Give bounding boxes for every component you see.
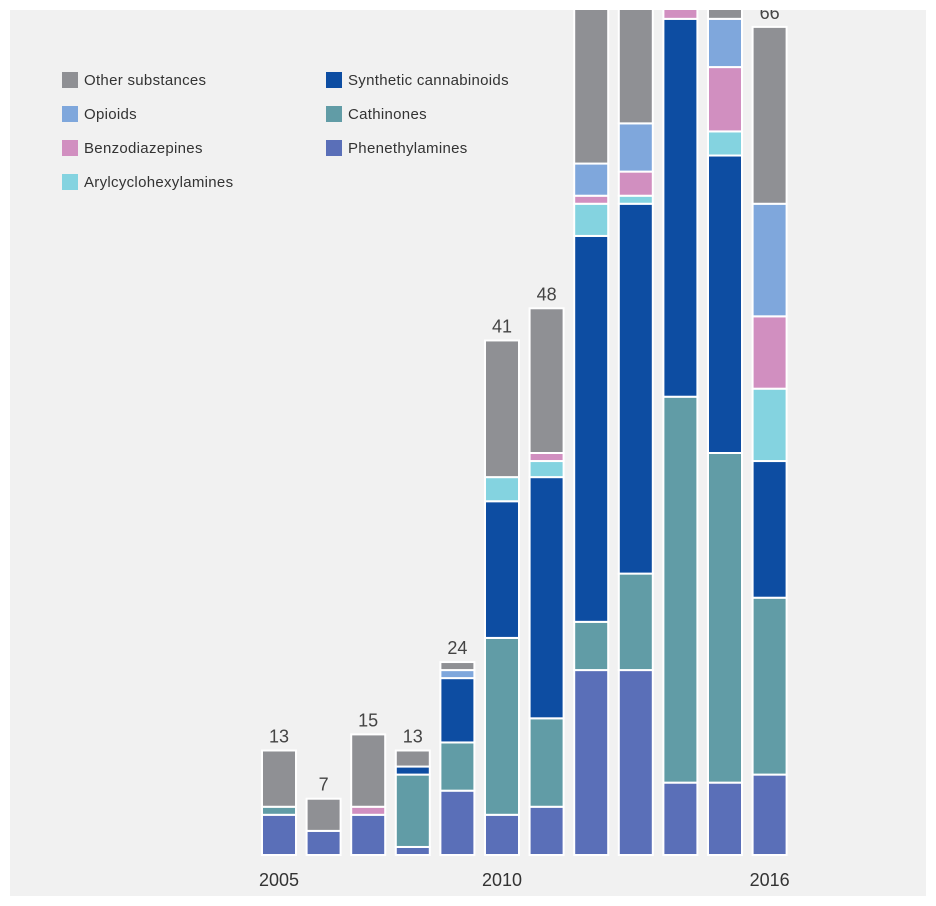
stacked-bar-chart: 132005715132441201048748110198662016: [259, 10, 790, 890]
bar-segment-2015-cathinones: [707, 452, 743, 784]
bar-segment-2013-arylcyclohexylamines: [617, 194, 654, 205]
bar-segment-2016-arylcyclohexylamines: [751, 387, 788, 463]
bar-segment-2013-benzodiazepines: [617, 170, 654, 197]
bar-total-label-2006: 7: [319, 775, 329, 795]
legend-swatch: [62, 106, 78, 122]
bar-segment-2006-phenethylamines: [305, 829, 342, 857]
legend-label: Opioids: [84, 105, 137, 123]
bar-segment-2016-other-substances: [751, 25, 788, 205]
bar-segment-2008-cathinones: [394, 773, 431, 848]
legend-label: Other substances: [84, 71, 207, 89]
bar-segment-2005-other-substances: [261, 749, 297, 808]
legend-swatch: [62, 72, 78, 88]
bar-segment-2010-cathinones: [484, 636, 520, 816]
bar-segment-2011-arylcyclohexylamines: [528, 460, 565, 479]
bar-total-label-2011: 48: [537, 284, 557, 304]
bar-segment-2006-other-substances: [305, 797, 342, 832]
bar-segment-2008-synthetic-cannabinoids: [394, 765, 431, 776]
bar-segment-2014-phenethylamines: [662, 781, 699, 857]
bar-segment-2015-arylcyclohexylamines: [707, 130, 743, 157]
bar-segment-2012-benzodiazepines: [573, 194, 610, 205]
legend-label: Benzodiazepines: [84, 139, 203, 157]
bar-segment-2007-other-substances: [350, 733, 387, 808]
bar-segment-2011-cathinones: [528, 717, 565, 808]
bar-segment-2011-phenethylamines: [528, 805, 565, 857]
bar-segment-2014-synthetic-cannabinoids: [662, 17, 699, 398]
bar-segment-2009-opioids: [439, 669, 476, 680]
bar-segment-2010-phenethylamines: [484, 813, 520, 856]
bar-total-label-2005: 13: [269, 726, 289, 746]
bar-segment-2016-opioids: [751, 202, 788, 318]
legend-swatch: [62, 140, 78, 156]
bar-segment-2012-cathinones: [573, 620, 610, 672]
bar-segment-2009-synthetic-cannabinoids: [439, 677, 476, 744]
bar-segment-2011-benzodiazepines: [528, 452, 565, 463]
bar-segment-2016-benzodiazepines: [751, 315, 788, 390]
bar-segment-2015-synthetic-cannabinoids: [707, 154, 743, 455]
bar-segment-2010-arylcyclohexylamines: [484, 476, 520, 503]
bar-segment-2005-cathinones: [261, 805, 297, 816]
bar-segment-2009-phenethylamines: [439, 789, 476, 856]
bar-segment-2007-phenethylamines: [350, 813, 387, 856]
bar-segment-2016-synthetic-cannabinoids: [751, 460, 788, 599]
x-tick-label-2005: 2005: [259, 870, 299, 890]
bar-segment-2015-opioids: [707, 17, 743, 69]
bar-segment-2012-phenethylamines: [573, 669, 610, 857]
bar-segment-2009-other-substances: [439, 661, 476, 672]
legend-label: Cathinones: [348, 105, 427, 123]
bar-total-label-2016: 66: [760, 10, 780, 23]
legend-item-synthetic-cannabinoids: Synthetic cannabinoids: [326, 70, 509, 90]
bar-segment-2010-synthetic-cannabinoids: [484, 500, 520, 639]
bar-segment-2008-phenethylamines: [394, 845, 431, 857]
legend-label: Phenethylamines: [348, 139, 468, 157]
bar-segment-2016-cathinones: [751, 596, 788, 776]
bar-segment-2008-other-substances: [394, 749, 431, 768]
bar-segment-2013-synthetic-cannabinoids: [617, 202, 654, 575]
legend-item-other-substances: Other substances: [62, 70, 206, 90]
bar-segment-2014-benzodiazepines: [662, 10, 699, 20]
bar-segment-2015-benzodiazepines: [707, 66, 743, 133]
bar-segment-2012-opioids: [573, 162, 610, 197]
legend-item-cathinones: Cathinones: [326, 104, 427, 124]
bar-segment-2005-phenethylamines: [261, 813, 297, 856]
bar-segment-2007-benzodiazepines: [350, 805, 387, 816]
bar-segment-2014-cathinones: [662, 395, 699, 784]
x-tick-label-2016: 2016: [750, 870, 790, 890]
bar-segment-2013-phenethylamines: [617, 669, 654, 857]
chart-panel: 132005715132441201048748110198662016 Oth…: [10, 10, 926, 896]
legend-label: Synthetic cannabinoids: [348, 71, 509, 89]
legend-swatch: [326, 106, 342, 122]
bar-total-label-2008: 13: [403, 726, 423, 746]
bar-segment-2015-phenethylamines: [707, 781, 743, 857]
legend-item-benzodiazepines: Benzodiazepines: [62, 138, 203, 158]
bar-segment-2016-phenethylamines: [751, 773, 788, 856]
bar-segment-2012-other-substances: [573, 10, 610, 165]
legend-swatch: [326, 140, 342, 156]
bar-segment-2010-other-substances: [484, 339, 520, 479]
bar-total-label-2010: 41: [492, 316, 512, 336]
legend-label: Arylcyclohexylamines: [84, 173, 234, 191]
bar-segment-2011-other-substances: [528, 307, 565, 454]
legend-item-opioids: Opioids: [62, 104, 137, 124]
bar-segment-2013-other-substances: [617, 10, 654, 125]
bar-segment-2013-opioids: [617, 122, 654, 173]
bar-segment-2012-synthetic-cannabinoids: [573, 234, 610, 623]
bar-segment-2011-synthetic-cannabinoids: [528, 476, 565, 720]
bar-segment-2013-cathinones: [617, 572, 654, 672]
x-tick-label-2010: 2010: [482, 870, 522, 890]
bar-total-label-2009: 24: [447, 638, 467, 658]
legend-item-arylcyclohexylamines: Arylcyclohexylamines: [62, 172, 233, 192]
bar-segment-2009-cathinones: [439, 741, 476, 792]
legend-item-phenethylamines: Phenethylamines: [326, 138, 468, 158]
bar-total-label-2007: 15: [358, 710, 378, 730]
legend-swatch: [62, 174, 78, 190]
bar-segment-2015-other-substances: [707, 10, 743, 20]
legend-swatch: [326, 72, 342, 88]
bar-segment-2012-arylcyclohexylamines: [573, 202, 610, 237]
